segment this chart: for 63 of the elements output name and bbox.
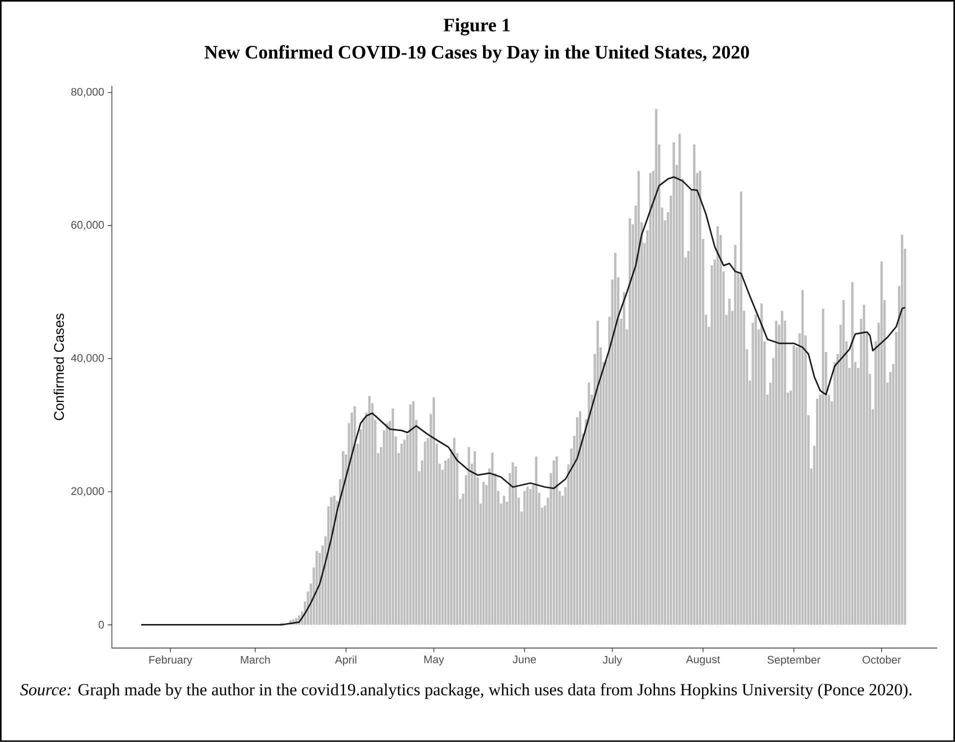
bar	[780, 310, 784, 625]
x-tick-label: May	[424, 656, 444, 666]
bar	[655, 109, 658, 625]
y-tick-label: 20,000	[71, 487, 104, 496]
bar	[638, 171, 640, 625]
bar	[734, 244, 736, 625]
bar	[529, 489, 532, 625]
bar	[556, 456, 558, 625]
bar	[512, 462, 514, 625]
text: Source: Graph made by the author in the covid19.analytics package, which uses data from Johns Hopkins University (Ponce 2020).	[20, 683, 912, 699]
bar	[354, 406, 356, 625]
bar	[760, 303, 763, 625]
y-tick-label: 0	[98, 620, 104, 629]
bar	[368, 396, 371, 625]
bar	[514, 466, 517, 625]
bar	[316, 550, 318, 625]
bar	[412, 401, 414, 625]
chart-title: Figure 1	[444, 18, 510, 36]
chart-subtitle: New Confirmed COVID-19 Cases by Day in the United States, 2020	[204, 45, 749, 63]
bar	[816, 398, 818, 625]
bar	[400, 444, 403, 625]
y-tick-label: 80,000	[71, 88, 104, 98]
x-tick-label: July	[602, 656, 622, 666]
bar	[468, 447, 470, 625]
bar	[678, 134, 681, 625]
x-tick-label: June	[512, 656, 536, 664]
x-tick-label: September	[767, 656, 820, 666]
bar	[693, 144, 696, 625]
bar	[409, 404, 412, 625]
bar	[880, 262, 883, 625]
y-tick-label: 40,000	[71, 354, 104, 364]
bar	[792, 345, 795, 625]
bar	[728, 298, 731, 625]
bar	[672, 142, 675, 625]
y-tick-label: 60,000	[71, 221, 104, 230]
bar	[491, 452, 494, 625]
bar	[535, 456, 538, 625]
bar	[392, 408, 394, 625]
x-tick-label: March	[240, 656, 270, 664]
bar	[614, 252, 616, 625]
x-tick-label: April	[335, 656, 356, 666]
bar	[649, 173, 652, 625]
y-axis-title: Confirmed Cases	[54, 314, 64, 420]
bar	[552, 460, 555, 625]
x-tick-label: August	[686, 656, 720, 666]
bar	[628, 218, 632, 625]
bar	[330, 497, 333, 625]
bar	[432, 397, 435, 625]
bar	[740, 192, 742, 625]
bar	[453, 438, 456, 625]
bar	[716, 226, 719, 625]
bar	[698, 171, 702, 625]
bar	[775, 320, 778, 625]
bar	[900, 234, 904, 625]
bar	[578, 411, 582, 625]
bar	[754, 314, 757, 625]
x-tick-label: October	[862, 656, 901, 664]
bar	[474, 451, 476, 625]
bar	[588, 382, 590, 625]
x-tick-label: February	[149, 656, 192, 666]
bar	[596, 320, 599, 625]
bar	[851, 282, 854, 625]
bar	[333, 496, 336, 625]
